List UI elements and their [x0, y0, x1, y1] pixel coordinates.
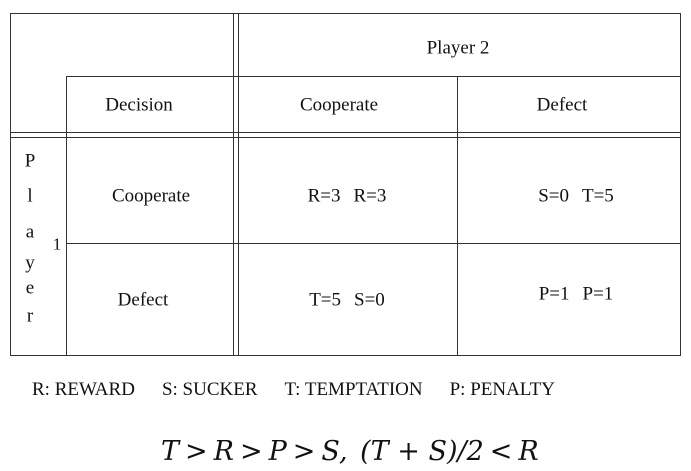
formula-gt: > [239, 436, 263, 467]
payoff-p2: P=1 [582, 283, 614, 305]
formula-gt: > [292, 436, 316, 467]
payoff-inequality-formula: T > R > P > S, (T + S)/2 < R [161, 436, 539, 467]
legend-temptation: T: TEMPTATION [284, 379, 423, 400]
payoff-p2: R=3 [353, 185, 387, 207]
header-separator-b [238, 13, 239, 356]
formula-s: S, [321, 436, 348, 467]
player1-letter: y [25, 252, 35, 274]
legend-reward: R: REWARD [32, 379, 135, 400]
payoff-p2: T=5 [581, 185, 614, 207]
formula-gt: > [185, 436, 208, 467]
player1-letter: l [27, 185, 33, 207]
formula-fraction: (T + S)/2 [360, 436, 484, 467]
column-header-separator-a [10, 132, 681, 133]
player2-label: Player 2 [426, 37, 490, 59]
payoff-p1: P=1 [538, 283, 570, 305]
column-header-defect: Defect [536, 94, 588, 116]
decision-header: Decision [105, 94, 173, 116]
legend: R: REWARD S: SUCKER T: TEMPTATION P: PEN… [32, 379, 582, 401]
row-label-cooperate: Cooperate [111, 185, 191, 207]
player1-number: 1 [52, 234, 62, 254]
player1-column-divider [66, 76, 67, 356]
payoff-cell-dd: P=1 P=1 [539, 285, 614, 304]
payoff-cell-cc: R=3 R=3 [308, 187, 387, 206]
column-header-cooperate: Cooperate [299, 94, 379, 116]
payoff-cell-cd: S=0 T=5 [538, 187, 614, 206]
payoff-p1: T=5 [309, 289, 342, 311]
player2-header-divider [66, 76, 681, 77]
player1-letter: a [25, 221, 35, 243]
formula-r: R [213, 436, 234, 467]
payoff-cell-dc: T=5 S=0 [309, 291, 385, 310]
player1-letter: r [26, 305, 34, 327]
formula-t: T [161, 436, 180, 467]
table-left-border [10, 13, 11, 356]
row-divider [66, 243, 681, 244]
formula-p: P [268, 436, 287, 467]
column-header-separator-b [10, 137, 681, 138]
row-label-defect: Defect [117, 289, 169, 311]
formula-r2: R [518, 436, 539, 467]
table-right-border [680, 13, 681, 356]
column-divider [457, 76, 458, 356]
legend-sucker: S: SUCKER [161, 379, 258, 400]
payoff-p1: R=3 [307, 185, 341, 207]
header-separator-a [233, 13, 234, 356]
player1-letter: e [25, 277, 35, 299]
formula-lt: < [489, 436, 513, 467]
table-top-border [10, 13, 681, 14]
player1-letter: P [24, 150, 36, 172]
legend-penalty: P: PENALTY [449, 379, 555, 400]
payoff-p1: S=0 [538, 185, 569, 207]
table-bottom-border [10, 355, 681, 356]
payoff-p2: S=0 [354, 289, 385, 311]
